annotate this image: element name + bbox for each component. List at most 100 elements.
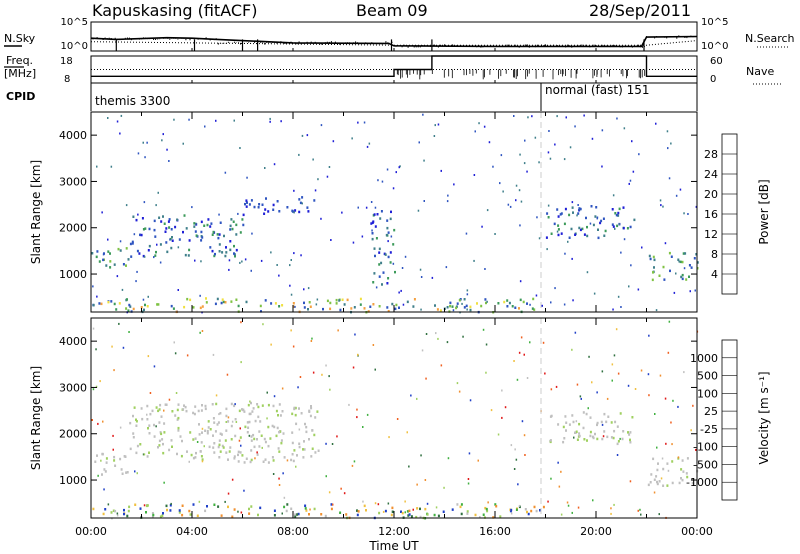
heatmap-cell (188, 118, 190, 121)
heatmap-cell (510, 508, 513, 512)
heatmap-cell (412, 305, 415, 308)
heatmap-cell (486, 300, 488, 303)
heatmap-cell (203, 445, 205, 448)
heatmap-cell (535, 294, 538, 297)
heatmap-cell (449, 304, 452, 308)
heatmap-cell (153, 435, 156, 438)
heatmap-cell (553, 222, 556, 226)
heatmap-cell (235, 298, 238, 301)
heatmap-cell (588, 355, 590, 358)
heatmap-cell (340, 487, 342, 490)
heatmap-cell (312, 371, 315, 374)
heatmap-cell (125, 264, 127, 267)
heatmap-cell (227, 492, 230, 495)
heatmap-cell (220, 514, 223, 517)
heatmap-cell (377, 503, 380, 506)
heatmap-cell (371, 229, 373, 232)
heatmap-cell (125, 247, 128, 250)
heatmap-cell (615, 213, 618, 217)
heatmap-cell (184, 405, 187, 409)
heatmap-cell (692, 404, 694, 407)
heatmap-cell (378, 511, 381, 515)
heatmap-cell (158, 408, 161, 411)
colorbar-tick-label: -1000 (686, 476, 718, 489)
heatmap-cell (257, 513, 259, 517)
heatmap-cell (519, 280, 522, 283)
heatmap-cell (547, 204, 550, 207)
heatmap-cell (649, 481, 652, 484)
heatmap-cell (170, 502, 172, 505)
heatmap-cell (675, 194, 678, 197)
heatmap-cell (378, 263, 381, 266)
heatmap-cell (131, 242, 134, 245)
heatmap-cell (246, 431, 249, 434)
heatmap-cell (270, 343, 272, 346)
heatmap-cell (696, 261, 699, 264)
heatmap-cell (293, 189, 295, 192)
heatmap-cell (244, 202, 246, 206)
freq-left-tick-top: 18 (60, 56, 73, 67)
heatmap-cell (224, 171, 227, 174)
heatmap-cell (391, 510, 394, 513)
heatmap-cell (126, 471, 129, 474)
heatmap-cell (123, 508, 125, 512)
heatmap-cell (200, 409, 203, 412)
heatmap-cell (617, 295, 620, 298)
heatmap-cell (574, 331, 577, 334)
heatmap-cell (426, 513, 429, 516)
heatmap-cell (563, 222, 566, 226)
heatmap-cell (254, 457, 256, 460)
heatmap-cell (194, 230, 197, 233)
heatmap-cell (324, 514, 327, 518)
heatmap-cell (233, 404, 236, 408)
colorbar-tick-label: 100 (697, 387, 718, 400)
heatmap-cell (290, 458, 293, 462)
heatmap-cell (689, 290, 691, 293)
heatmap-cell (195, 222, 197, 225)
heatmap-cell (351, 464, 354, 467)
heatmap-cell (620, 306, 622, 308)
heatmap-cell (211, 233, 214, 236)
heatmap-cell (302, 448, 304, 451)
heatmap-cell (100, 459, 102, 462)
heatmap-cell (385, 233, 388, 237)
heatmap-cell (295, 465, 297, 468)
heatmap-cell (658, 274, 661, 277)
heatmap-cell (148, 451, 150, 454)
heatmap-cell (387, 231, 390, 234)
heatmap-cell (102, 512, 105, 516)
heatmap-cell (256, 403, 259, 406)
heatmap-cell (146, 418, 149, 421)
heatmap-cell (234, 403, 236, 406)
heatmap-cell (482, 513, 485, 516)
heatmap-cell (116, 275, 119, 278)
heatmap-cell (666, 484, 669, 487)
heatmap-cell (465, 304, 468, 308)
power-heatmap-cells (91, 113, 699, 314)
heatmap-cell (424, 507, 427, 511)
heatmap-cell (264, 440, 267, 444)
heatmap-cell (113, 459, 116, 462)
heatmap-cell (341, 211, 343, 214)
heatmap-cell (103, 468, 106, 471)
heatmap-cell (605, 420, 608, 424)
heatmap-cell (107, 238, 109, 241)
heatmap-cell (259, 420, 262, 423)
heatmap-cell (629, 438, 631, 442)
noise-left-tick-bottom: 10^0 (61, 41, 88, 52)
freq-unit-label: [MHz] (4, 67, 36, 80)
heatmap-cell (206, 432, 209, 435)
heatmap-cell (250, 449, 253, 452)
heatmap-cell (166, 148, 168, 151)
heatmap-cell (662, 467, 665, 471)
heatmap-cell (199, 294, 201, 297)
heatmap-cell (141, 417, 144, 421)
heatmap-cell (596, 437, 599, 441)
heatmap-cell (313, 507, 316, 511)
heatmap-cell (242, 213, 245, 217)
heatmap-cell (570, 227, 573, 231)
heatmap-cell (102, 253, 105, 256)
heatmap-cell (207, 426, 210, 429)
heatmap-cell (437, 123, 440, 126)
heatmap-cell (131, 240, 134, 244)
